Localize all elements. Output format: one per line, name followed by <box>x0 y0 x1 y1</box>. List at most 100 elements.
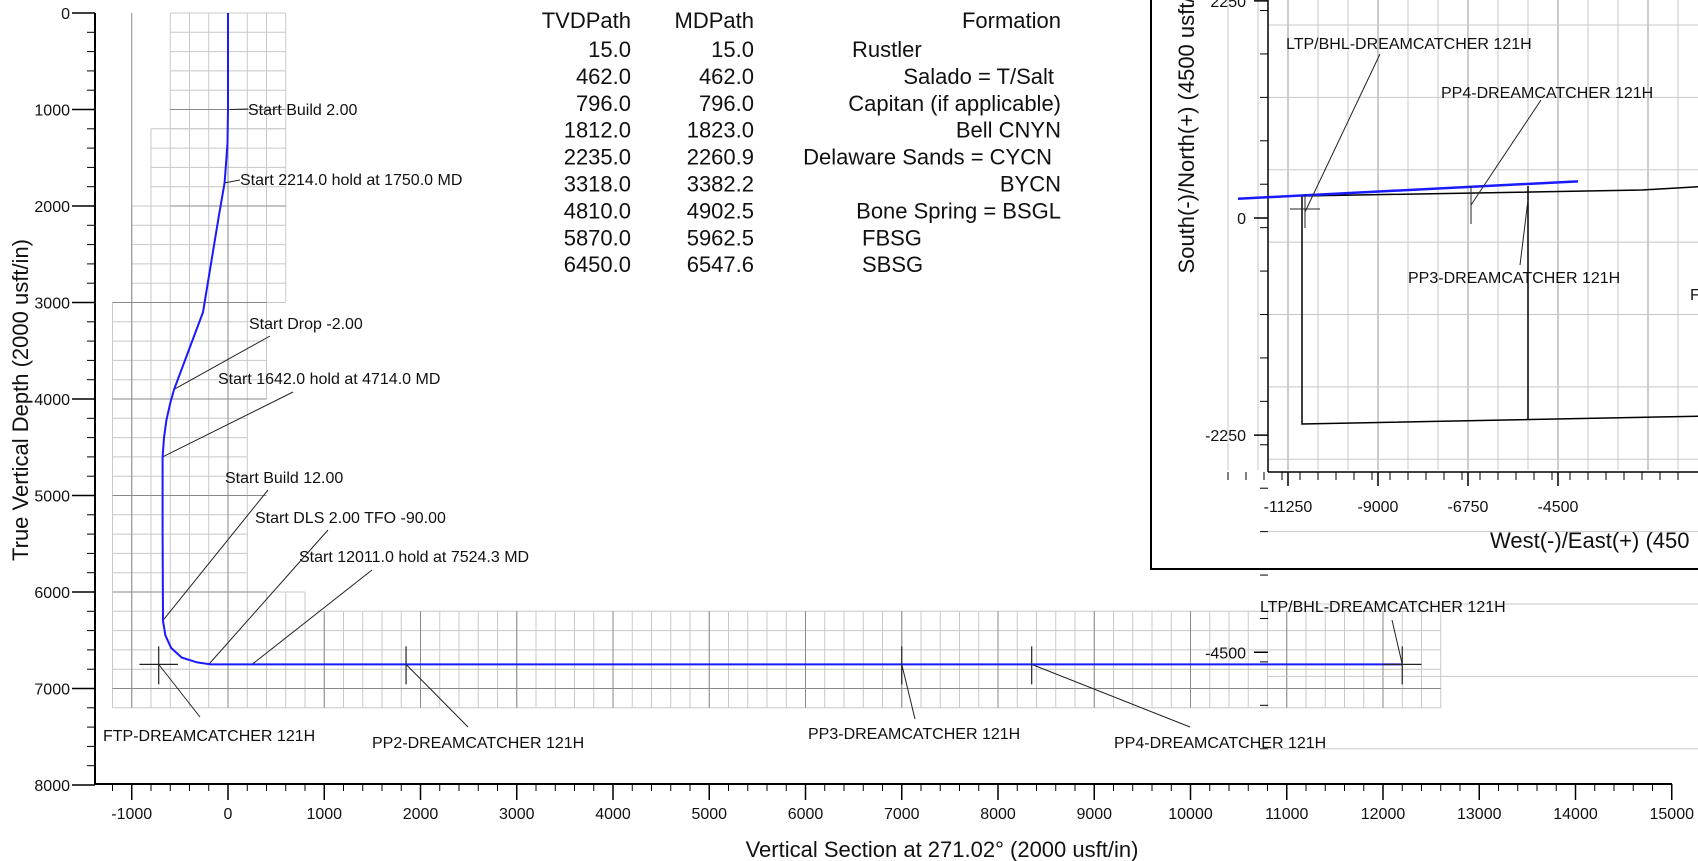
table-cell-tvd: 1812.0 <box>564 118 631 143</box>
x-tick-label: 12000 <box>1361 806 1406 823</box>
formation-table: TVDPath MDPath Formation 15.0 15.0 Rustler 462… <box>542 8 1061 277</box>
x-tick-label: 3000 <box>499 806 535 823</box>
table-cell-md: 462.0 <box>699 64 754 89</box>
table-cell-formation: Bone Spring = BSGL <box>856 198 1061 223</box>
table-cell-tvd: 5870.0 <box>564 225 631 250</box>
y-tick-label: 5000 <box>34 489 70 506</box>
x-tick-label: 2000 <box>403 806 439 823</box>
y-tick-label: 4000 <box>34 392 70 409</box>
x-tick-label: 10000 <box>1168 806 1213 823</box>
y-tick-label: 2000 <box>34 199 70 216</box>
x-tick-label: 9000 <box>1076 806 1112 823</box>
x-tick-label: 6000 <box>788 806 824 823</box>
inset-y-tick-label: -2250 <box>1205 428 1246 445</box>
annotation-leaders <box>158 108 1403 728</box>
inset-y-tick-label: 2250 <box>1210 0 1246 11</box>
annotation-label: LTP/BHL-DREAMCATCHER 121H <box>1260 599 1506 616</box>
inset-y-axis-label: South(-)/North(+) (4500 usft/ <box>1174 0 1199 273</box>
section-series <box>139 13 1422 685</box>
table-cell-md: 6547.6 <box>687 252 754 277</box>
table-cell-formation: FBSG <box>862 225 922 250</box>
table-cell-formation: SBSG <box>862 252 923 277</box>
annotation-label: Start Drop -2.00 <box>249 316 363 333</box>
annotation-leader <box>229 108 249 110</box>
table-cell-formation: Capitan (if applicable) <box>848 91 1061 116</box>
annotation-leader <box>224 179 241 184</box>
annotation-leader <box>901 664 916 720</box>
x-tick-label: 15000 <box>1650 806 1695 823</box>
y-tick-label: 3000 <box>34 296 70 313</box>
annotation-label: Start 2214.0 hold at 1750.0 MD <box>240 172 462 189</box>
lease-boundary <box>1301 196 1698 425</box>
x-tick-label: 14000 <box>1553 806 1598 823</box>
inset-x-tick-label: -6750 <box>1448 499 1489 516</box>
annotation-leader <box>158 664 201 718</box>
annotation-label: PP2-DREAMCATCHER 121H <box>372 735 584 752</box>
table-header: TVDPath <box>542 8 631 33</box>
table-cell-formation: Delaware Sands = CYCN <box>803 145 1052 170</box>
section-axes: 0 1000 2000 3000 4000 5000 6000 7000 8000 -1000 0 1… <box>34 6 1694 823</box>
table-cell-tvd: 796.0 <box>576 91 631 116</box>
annotation-leader <box>162 391 294 458</box>
y-tick-label: 6000 <box>34 585 70 602</box>
inset-y-tick-label: -4500 <box>1205 645 1246 662</box>
annotation-label: FTP-DREAMCATCHER 121H <box>103 728 315 745</box>
table-cell-md: 15.0 <box>711 37 754 62</box>
x-axis-label: Vertical Section at 271.02° (2000 usft/i… <box>746 837 1139 861</box>
table-header: Formation <box>962 8 1061 33</box>
annotation-leader <box>162 489 269 622</box>
table-cell-formation: BYCN <box>1000 172 1061 197</box>
annotation-leader <box>208 529 329 665</box>
inset-x-tick-label: -9000 <box>1358 499 1399 516</box>
table-cell-md: 4902.5 <box>687 198 754 223</box>
annotation-label: PP4-DREAMCATCHER 121H <box>1114 735 1326 752</box>
inset-x-axis-label: West(-)/East(+) (450 <box>1490 528 1689 553</box>
x-tick-label: 5000 <box>691 806 727 823</box>
table-cell-tvd: 4810.0 <box>564 198 631 223</box>
annotation-label: Start DLS 2.00 TFO -90.00 <box>255 510 446 527</box>
x-tick-label: 13000 <box>1457 806 1502 823</box>
inset-annotation-label: PP3-DREAMCATCHER 121H <box>1408 270 1620 287</box>
lease-boundary <box>1301 186 1698 197</box>
trajectory-line <box>161 13 1403 666</box>
annotation-labels: Start Build 2.00 Start 2214.0 hold at 175… <box>103 102 1506 752</box>
table-cell-tvd: 6450.0 <box>564 252 631 277</box>
inset-annotation-label: LTP/BHL-DREAMCATCHER 121H <box>1286 36 1532 53</box>
x-tick-label: 7000 <box>884 806 920 823</box>
annotation-leader <box>173 335 271 390</box>
annotation-leader <box>1391 619 1403 665</box>
plan-view-inset: 450022500-2250-4500-11250-9000-6750-4500… <box>1150 0 1698 750</box>
inset-annotation-label: F <box>1690 287 1698 304</box>
inset-annotation-label: PP4-DREAMCATCHER 121H <box>1441 85 1653 102</box>
x-tick-label: 1000 <box>306 806 342 823</box>
inset-frame <box>1150 0 1698 570</box>
table-cell-md: 5962.5 <box>687 225 754 250</box>
annotation-label: PP3-DREAMCATCHER 121H <box>808 726 1020 743</box>
x-tick-label: -1000 <box>111 806 152 823</box>
table-cell-formation: Bell CNYN <box>956 118 1061 143</box>
x-tick-label: 8000 <box>980 806 1016 823</box>
table-cell-formation: Rustler <box>852 37 922 62</box>
annotation-leader <box>251 569 373 665</box>
table-cell-tvd: 3318.0 <box>564 172 631 197</box>
inset-annotation-leader <box>1519 199 1529 266</box>
inset-y-tick-label: 0 <box>1237 211 1246 228</box>
inset-x-tick-label: -11250 <box>1264 499 1313 516</box>
y-axis-label: True Vertical Depth (2000 usft/in) <box>8 239 33 561</box>
inset-annotation-leader <box>1304 53 1381 213</box>
table-cell-md: 1823.0 <box>687 118 754 143</box>
table-cell-formation: Salado = T/Salt <box>903 64 1054 89</box>
y-tick-label: 1000 <box>34 103 70 120</box>
y-tick-label: 0 <box>61 6 70 23</box>
annotation-label: Start Build 2.00 <box>248 102 358 119</box>
y-tick-label: 7000 <box>34 682 70 699</box>
table-cell-md: 796.0 <box>699 91 754 116</box>
table-cell-tvd: 2235.0 <box>564 145 631 170</box>
inset-x-tick-label: -4500 <box>1538 499 1579 516</box>
annotation-leader <box>405 664 469 728</box>
annotation-label: Start 12011.0 hold at 7524.3 MD <box>299 549 529 566</box>
table-cell-md: 2260.9 <box>687 145 754 170</box>
section-grid <box>112 12 1442 709</box>
annotation-label: Start 1642.0 hold at 4714.0 MD <box>218 371 440 388</box>
